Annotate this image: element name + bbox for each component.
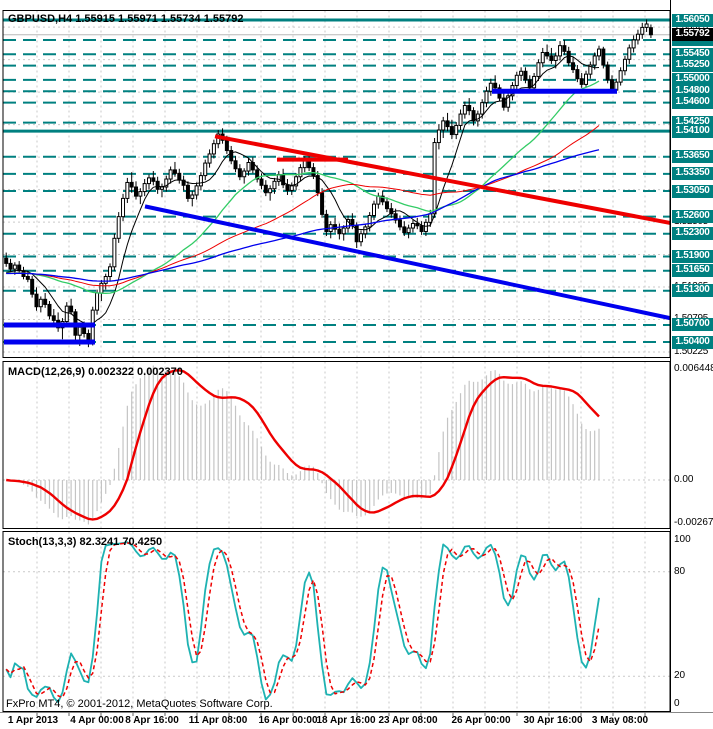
time-axis-label: 3 May 08:00 <box>591 715 649 726</box>
ma-slow-line <box>6 125 600 287</box>
time-axis-label: 26 Apr 00:00 <box>451 715 511 726</box>
time-axis-label: 1 Apr 2013 <box>7 715 59 726</box>
stoch-axis-label: 100 <box>674 534 691 545</box>
ma-slowest-line <box>6 149 600 282</box>
ma-fast-line <box>6 55 600 327</box>
current-price-label: 1.55792 <box>672 28 713 41</box>
macd-indicator-label: MACD(12,26,9) 0.002322 0.002370 <box>8 366 183 378</box>
price-level-label: 1.51650 <box>672 264 713 277</box>
macd-axis-label: 0.006448 <box>674 363 713 374</box>
price-level-label: 1.55250 <box>672 59 713 72</box>
red-trendline <box>214 134 671 225</box>
time-axis-label: 30 Apr 16:00 <box>523 715 583 726</box>
copyright-text: FxPro MT4, © 2001-2012, MetaQuotes Softw… <box>6 698 273 710</box>
price-level-label: 1.54100 <box>672 125 713 138</box>
stoch-main-line <box>5 541 600 704</box>
stoch-axis-label: 80 <box>674 566 686 577</box>
chart-symbol-title: GBPUSD,H4 1.55915 1.55971 1.55734 1.5579… <box>8 13 244 25</box>
price-level-label: 1.54600 <box>672 96 713 109</box>
macd-axis-label: -0.00267 <box>674 517 713 528</box>
blue-trendline <box>144 204 671 321</box>
moving-average-lines <box>6 55 600 327</box>
stoch-axis-label: 20 <box>674 670 686 681</box>
price-scale-tick: 1.50225 <box>674 346 709 357</box>
time-axis-label: 16 Apr 00:00 <box>258 715 318 726</box>
drawn-objects <box>4 88 671 345</box>
time-axis-label: 18 Apr 16:00 <box>316 715 376 726</box>
time-axis-label: 23 Apr 08:00 <box>378 715 438 726</box>
price-level-label: 1.53350 <box>672 167 713 180</box>
price-level-label: 1.50400 <box>672 336 713 349</box>
time-axis-label: 4 Apr 00:00 <box>70 715 124 726</box>
stoch-indicator-label: Stoch(13,3,3) 82.3241 70.4250 <box>8 536 163 548</box>
macd-signal-line <box>6 369 600 521</box>
stoch-axis-label: 0 <box>674 698 680 709</box>
price-level-label: 1.52600 <box>672 210 713 223</box>
price-level-label: 1.55450 <box>672 48 713 61</box>
price-level-label: 1.52300 <box>672 227 713 240</box>
price-level-label: 1.53650 <box>672 150 713 163</box>
price-level-label: 1.51900 <box>672 250 713 263</box>
macd-panel <box>6 365 600 525</box>
price-level-label: 1.55000 <box>672 73 713 86</box>
time-axis-label: 8 Apr 16:00 <box>125 715 179 726</box>
stochastic-panel <box>5 541 600 704</box>
time-axis-label: 11 Apr 08:00 <box>188 715 248 726</box>
ma-medium-line <box>6 80 600 294</box>
price-level-label: 1.50700 <box>672 318 713 331</box>
macd-axis-label: 0.00 <box>674 474 694 485</box>
price-level-label: 1.53050 <box>672 185 713 198</box>
price-level-label: 1.56050 <box>672 14 713 27</box>
price-level-label: 1.51300 <box>672 284 713 297</box>
price-level-label: 1.54800 <box>672 85 713 98</box>
